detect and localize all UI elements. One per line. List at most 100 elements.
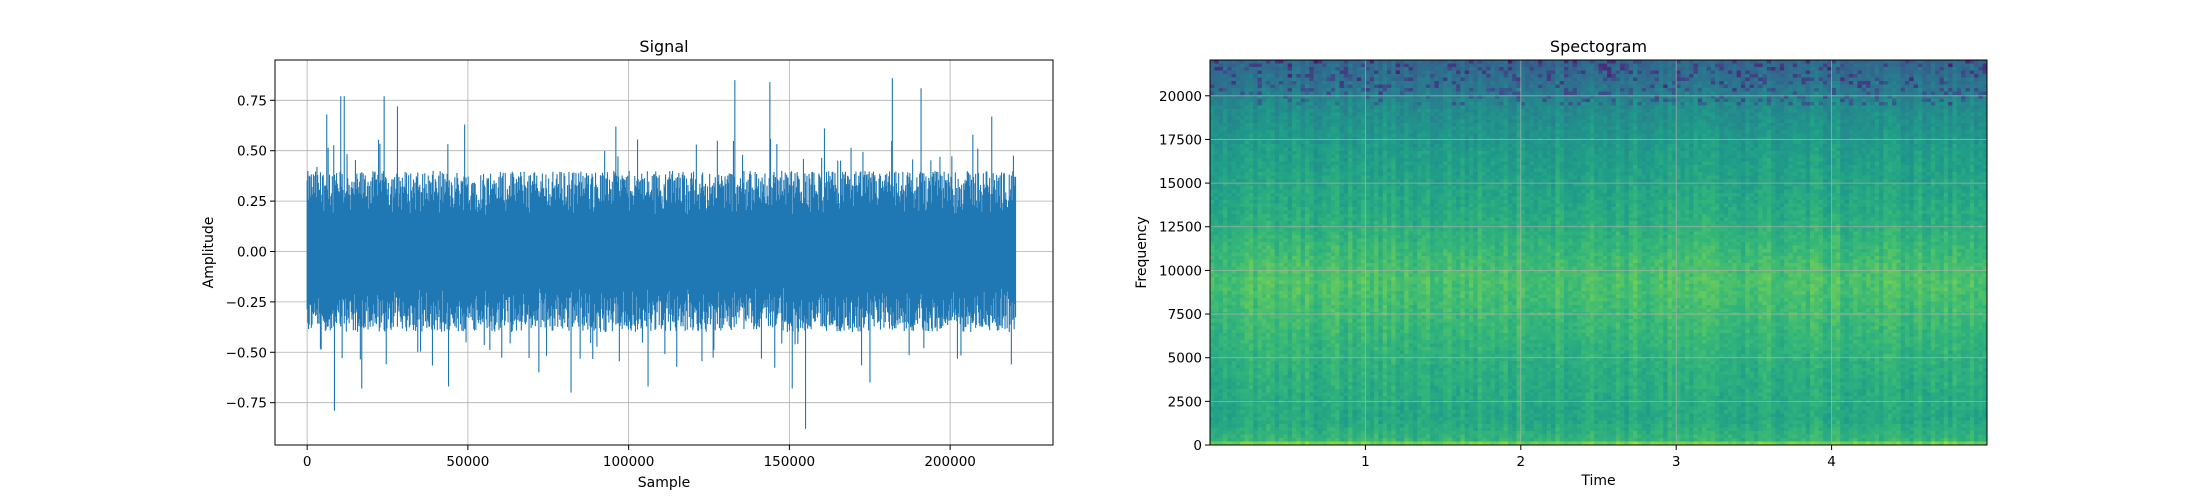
spectrogram-cell — [1901, 85, 1906, 89]
spectrogram-cell — [1499, 106, 1504, 110]
spectrogram-cell — [1814, 130, 1819, 134]
spectrogram-cell — [1249, 123, 1254, 127]
spectrogram-cell — [1888, 88, 1893, 92]
spectrogram-cell — [1305, 60, 1310, 64]
spectrogram-cell — [1767, 71, 1772, 75]
spectrogram-cell — [1422, 113, 1427, 117]
spectrogram-cell — [1870, 99, 1875, 103]
spectrogram-cell — [1387, 92, 1392, 96]
spectrogram-cell — [1357, 78, 1362, 82]
spectrogram-cell — [1650, 67, 1655, 71]
spectrogram-cell — [1331, 151, 1336, 155]
spectrogram-cell — [1495, 120, 1500, 124]
spectrogram-cell — [1775, 109, 1780, 113]
spectrogram-cell — [1629, 74, 1634, 78]
spectrogram-cell — [1534, 78, 1539, 82]
spectrogram-cell — [1456, 85, 1461, 89]
spectrogram-cell — [1858, 60, 1863, 64]
spectrogram-cell — [1970, 151, 1975, 155]
spectrogram-cell — [1279, 134, 1284, 138]
spectrogram-cell — [1482, 113, 1487, 117]
spectrogram-cell — [1219, 60, 1224, 64]
spectrogram-cell — [1642, 113, 1647, 117]
spectrogram-cell — [1465, 120, 1470, 124]
spectrogram-cell — [1383, 134, 1388, 138]
spectrogram-cell — [1257, 116, 1262, 120]
spectrogram-cell — [1586, 64, 1591, 68]
spectrogram-cell — [1836, 88, 1841, 92]
spectrogram-cell — [1763, 71, 1768, 75]
spectrogram-cell — [1935, 67, 1940, 71]
spectrogram-cell — [1883, 134, 1888, 138]
spectrogram-cell — [1810, 120, 1815, 124]
spectrogram-cell — [1400, 116, 1405, 120]
spectrogram-cell — [1547, 81, 1552, 85]
spectrogram-cell — [1896, 64, 1901, 68]
spectrogram-cell — [1413, 74, 1418, 78]
spectrogram-cell — [1460, 106, 1465, 110]
spectrogram-cell — [1568, 113, 1573, 117]
spectrogram-cell — [1210, 127, 1215, 131]
spectrogram-cell — [1568, 148, 1573, 152]
spectrogram-cell — [1491, 85, 1496, 89]
spectrogram-cell — [1486, 120, 1491, 124]
spectrogram-cell — [1426, 67, 1431, 71]
spectrogram-cell — [1629, 99, 1634, 103]
spectrogram-cell — [1322, 130, 1327, 134]
spectrogram-cell — [1715, 130, 1720, 134]
spectrogram-cell — [1262, 74, 1267, 78]
spectrogram-cell — [1404, 123, 1409, 127]
spectrogram-cell — [1806, 78, 1811, 82]
spectrogram-cell — [1788, 106, 1793, 110]
spectrogram-cell — [1430, 88, 1435, 92]
spectrogram-cell — [1693, 74, 1698, 78]
spectrogram-cell — [1270, 74, 1275, 78]
spectrogram-cell — [1737, 109, 1742, 113]
spectrogram-cell — [1853, 123, 1858, 127]
spectrogram-cell — [1862, 123, 1867, 127]
spectrogram-cell — [1327, 116, 1332, 120]
spectrogram-cell — [1586, 74, 1591, 78]
spectrogram-cell — [1266, 148, 1271, 152]
spectrogram-cell — [1724, 67, 1729, 71]
spectrogram-cell — [1391, 141, 1396, 145]
spectrogram-cell — [1283, 92, 1288, 96]
spectrogram-cell — [1482, 127, 1487, 131]
spectrogram-cell — [1296, 109, 1301, 113]
signal-y-tick-label: −0.75 — [226, 396, 267, 412]
spectrogram-cell — [1309, 102, 1314, 106]
spectrogram-cell — [1922, 144, 1927, 148]
spectrogram-cell — [1335, 67, 1340, 71]
spectrogram-cell — [1745, 130, 1750, 134]
spectrogram-cell — [1931, 116, 1936, 120]
spectrogram-cell — [1551, 130, 1556, 134]
spectrogram-cell — [1611, 127, 1616, 131]
spectrogram-cell — [1309, 64, 1314, 68]
spectrogram-cell — [1616, 116, 1621, 120]
spectrogram-cell — [1357, 92, 1362, 96]
spectrogram-cell — [1538, 130, 1543, 134]
spectrogram-cell — [1262, 113, 1267, 117]
spectrogram-cell — [1706, 144, 1711, 148]
spectrogram-cell — [1275, 141, 1280, 145]
spectrogram-cell — [1909, 74, 1914, 78]
spectrogram-cell — [1296, 74, 1301, 78]
spectrogram-cell — [1918, 88, 1923, 92]
spectrogram-cell — [1508, 113, 1513, 117]
spectrogram-cell — [1650, 85, 1655, 89]
spectrogram-cell — [1240, 144, 1245, 148]
spectrogram-cell — [1737, 130, 1742, 134]
spectrogram-cell — [1460, 120, 1465, 124]
spectrogram-cell — [1240, 141, 1245, 145]
spectrogram-cell — [1698, 71, 1703, 75]
spectrogram-cell — [1305, 144, 1310, 148]
spectrogram-cell — [1279, 74, 1284, 78]
spectrogram-cell — [1840, 106, 1845, 110]
spectrogram-cell — [1810, 151, 1815, 155]
spectrogram-cell — [1262, 64, 1267, 68]
spectrogram-cell — [1434, 67, 1439, 71]
spectrogram-cell — [1383, 78, 1388, 82]
spectrogram-cell — [1288, 92, 1293, 96]
spectrogram-cell — [1568, 71, 1573, 75]
spectrogram-cell — [1434, 123, 1439, 127]
